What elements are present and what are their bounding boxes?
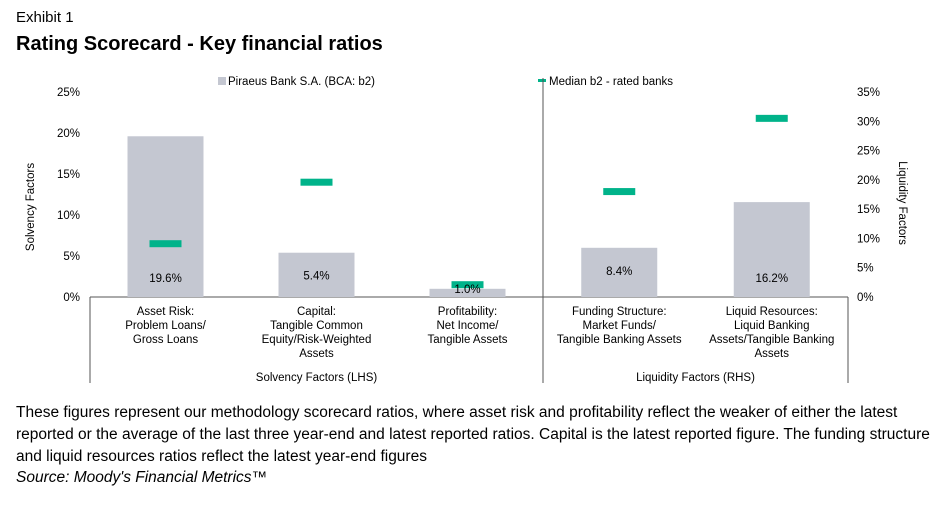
- category-label-line: Capital:: [297, 306, 336, 318]
- median-marker: [603, 188, 636, 196]
- exhibit-label: Exhibit 1: [16, 9, 74, 26]
- left-tick-label: 0%: [63, 292, 80, 304]
- right-tick-label: 10%: [857, 233, 880, 245]
- chart-caption: These figures represent our methodology …: [16, 404, 930, 465]
- left-tick-label: 15%: [57, 169, 80, 181]
- left-tick-label: 20%: [57, 128, 80, 140]
- right-axis-title: Liquidity Factors: [896, 161, 908, 245]
- category-label-line: Profitability:: [438, 306, 497, 318]
- category-label-line: Asset Risk:: [137, 306, 195, 318]
- bar-value-label: 8.4%: [606, 266, 632, 278]
- left-axis-title: Solvency Factors: [25, 163, 37, 251]
- left-tick-label: 25%: [57, 87, 80, 99]
- chart-source: Source: Moody's Financial Metrics™: [16, 469, 268, 486]
- right-tick-label: 15%: [857, 204, 880, 216]
- right-tick-label: 20%: [857, 175, 880, 187]
- chart-title: Rating Scorecard - Key financial ratios: [16, 33, 383, 55]
- right-tick-label: 0%: [857, 292, 874, 304]
- legend-bar-swatch: [218, 77, 226, 85]
- chart-area: Piraeus Bank S.A. (BCA: b2) Median b2 - …: [25, 76, 908, 384]
- bar: [733, 202, 810, 297]
- right-tick-label: 5%: [857, 263, 874, 275]
- legend: Piraeus Bank S.A. (BCA: b2) Median b2 - …: [218, 76, 673, 88]
- legend-bar-label: Piraeus Bank S.A. (BCA: b2): [228, 76, 375, 88]
- category-label-line: Net Income/: [437, 320, 500, 332]
- category-label-line: Problem Loans/: [125, 320, 206, 332]
- right-tick-label: 35%: [857, 87, 880, 99]
- category-label-line: Liquid Banking: [734, 320, 809, 332]
- bar: [429, 288, 506, 297]
- category-label-line: Market Funds/: [583, 320, 657, 332]
- right-tick-label: 25%: [857, 146, 880, 158]
- median-marker: [149, 240, 182, 248]
- bar: [127, 136, 204, 297]
- median-marker: [300, 178, 333, 186]
- category-label-line: Gross Loans: [133, 334, 198, 346]
- category-label-line: Assets: [754, 348, 789, 360]
- bar-value-label: 19.6%: [149, 273, 182, 285]
- category-label-line: Assets: [299, 348, 334, 360]
- bar: [278, 252, 355, 297]
- category-label-line: Tangible Banking Assets: [557, 334, 682, 346]
- bar: [581, 247, 658, 297]
- median-marker: [755, 114, 788, 122]
- bar-value-label: 1.0%: [454, 284, 480, 296]
- category-label-line: Tangible Common: [270, 320, 363, 332]
- group-label: Solvency Factors (LHS): [256, 372, 378, 384]
- category-label-line: Liquid Resources:: [726, 306, 818, 318]
- bar-value-label: 5.4%: [303, 271, 329, 283]
- legend-marker-swatch: [538, 79, 546, 82]
- left-tick-label: 10%: [57, 210, 80, 222]
- bar-value-label: 16.2%: [755, 273, 788, 285]
- category-label-line: Equity/Risk-Weighted: [262, 334, 372, 346]
- group-label: Liquidity Factors (RHS): [636, 372, 755, 384]
- category-label-line: Funding Structure:: [572, 306, 667, 318]
- category-label-line: Tangible Assets: [428, 334, 508, 346]
- legend-marker-label: Median b2 - rated banks: [549, 76, 673, 88]
- category-label-line: Assets/Tangible Banking: [709, 334, 834, 346]
- right-tick-label: 30%: [857, 116, 880, 128]
- left-tick-label: 5%: [63, 251, 80, 263]
- median-marker: [451, 281, 484, 289]
